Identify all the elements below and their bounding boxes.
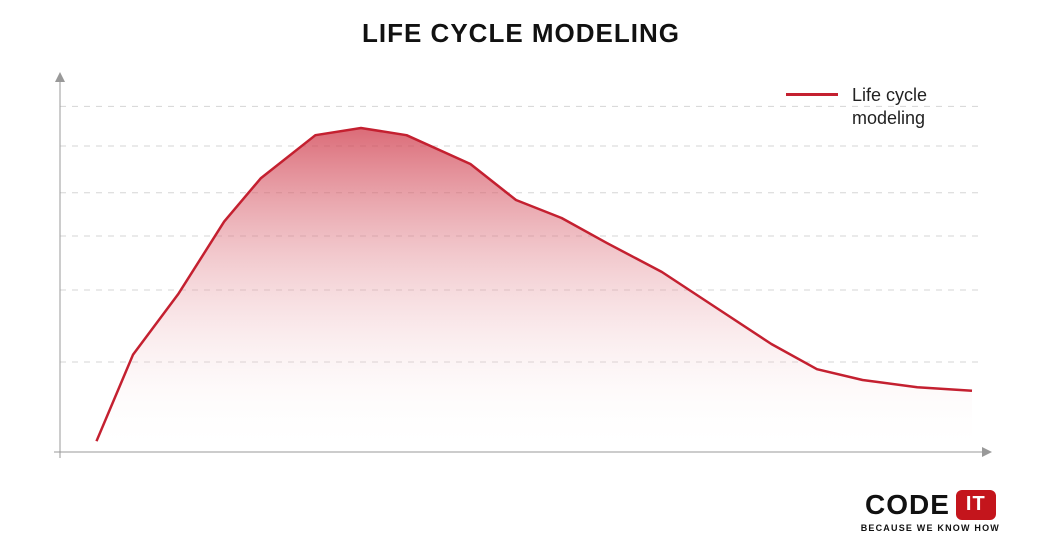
logo-tagline: BECAUSE WE KNOW HOW [861,523,1000,533]
area-chart [50,72,992,462]
legend-label: Life cycle modeling [852,84,972,129]
logo-word-code: CODE [865,489,950,521]
legend: Life cycle modeling [786,84,972,129]
chart-area [50,72,992,462]
logo-word-it: IT [956,490,996,520]
logo-row: CODE IT [861,489,1000,521]
brand-logo: CODE IT BECAUSE WE KNOW HOW [861,489,1000,533]
page: LIFE CYCLE MODELING Life cycle modeling … [0,0,1042,545]
legend-swatch [786,93,838,96]
chart-title: LIFE CYCLE MODELING [0,18,1042,49]
